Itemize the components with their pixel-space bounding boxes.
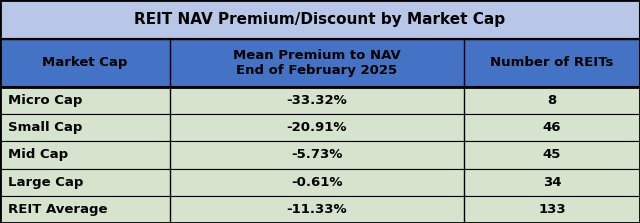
Text: 8: 8 [547, 94, 557, 107]
Text: -0.61%: -0.61% [291, 176, 342, 189]
Text: Number of REITs: Number of REITs [490, 56, 614, 70]
Text: Large Cap: Large Cap [8, 176, 83, 189]
Text: Micro Cap: Micro Cap [8, 94, 82, 107]
Text: 133: 133 [538, 203, 566, 216]
Bar [0, 87, 640, 114]
Text: -11.33%: -11.33% [287, 203, 347, 216]
Bar [0, 114, 640, 141]
Text: Small Cap: Small Cap [8, 121, 82, 134]
Text: Market Cap: Market Cap [42, 56, 127, 70]
Text: REIT Average: REIT Average [8, 203, 107, 216]
Bar [0, 39, 640, 87]
Bar [0, 141, 640, 169]
Text: 45: 45 [543, 149, 561, 161]
Text: -33.32%: -33.32% [287, 94, 347, 107]
Bar [0, 169, 640, 196]
Bar [0, 0, 640, 39]
Text: Mean Premium to NAV
End of February 2025: Mean Premium to NAV End of February 2025 [233, 49, 401, 77]
Text: 46: 46 [543, 121, 561, 134]
Text: 34: 34 [543, 176, 561, 189]
Text: Mid Cap: Mid Cap [8, 149, 68, 161]
Text: REIT NAV Premium/Discount by Market Cap: REIT NAV Premium/Discount by Market Cap [134, 12, 506, 27]
Bar [0, 196, 640, 223]
Text: -20.91%: -20.91% [287, 121, 347, 134]
Text: -5.73%: -5.73% [291, 149, 342, 161]
